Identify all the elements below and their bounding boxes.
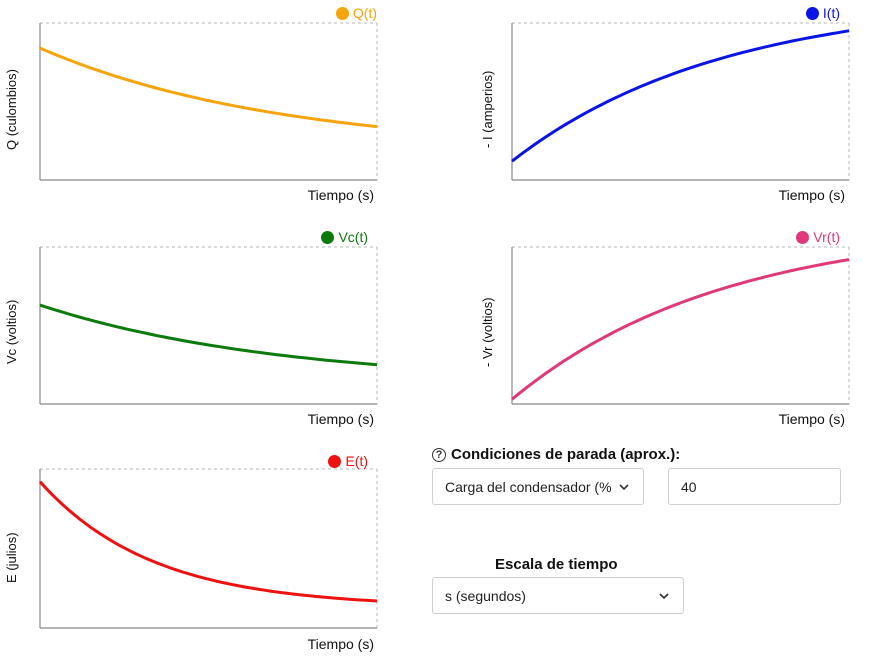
legend-q[interactable]: Q(t) (335, 5, 377, 21)
chart-vr: Vr(t) - Vr (voltios) Tiempo (s) (472, 224, 876, 439)
chart-vr-plot (511, 246, 850, 405)
legend-i-dot (805, 6, 819, 20)
stop-conditions-label: Condiciones de parada (aprox.): (451, 446, 681, 463)
legend-e-dot (328, 454, 342, 468)
series-line-i (511, 29, 850, 163)
xlabel-e: Tiempo (s) (307, 636, 374, 652)
xlabel-q: Tiempo (s) (307, 187, 374, 203)
legend-vr-label: Vr(t) (813, 229, 840, 245)
xlabel-vr: Tiempo (s) (778, 411, 845, 427)
chart-q-plot (39, 22, 378, 181)
series-line-e (38, 480, 378, 603)
ylabel-q: Q (culombios) (4, 69, 19, 150)
series-line-q (39, 46, 378, 129)
chart-i: I(t) - I (amperios) Tiempo (s) (472, 0, 876, 215)
series-line-vc (39, 303, 378, 367)
legend-e-label: E(t) (345, 453, 368, 469)
series-line-vr (511, 258, 850, 401)
xlabel-i: Tiempo (s) (778, 187, 845, 203)
legend-q-label: Q(t) (352, 5, 377, 21)
chart-e: E(t) E (julios) Tiempo (s) (0, 448, 420, 664)
chart-e-plot (38, 468, 378, 629)
stop-condition-input[interactable]: 40 (668, 468, 841, 505)
chevron-down-icon (659, 592, 669, 599)
chart-i-plot (511, 22, 850, 181)
legend-vc-dot (321, 230, 335, 244)
ylabel-e: E (julios) (4, 532, 19, 583)
ylabel-vr: - Vr (voltios) (480, 297, 495, 367)
ylabel-i: - I (amperios) (480, 70, 495, 148)
legend-vc-label: Vc(t) (338, 229, 368, 245)
legend-q-dot (335, 6, 349, 20)
time-scale-select-value: s (segundos) (445, 587, 526, 604)
stop-conditions-title: ? Condiciones de parada (aprox.): (432, 446, 680, 463)
time-scale-select[interactable]: s (segundos) (432, 577, 684, 614)
chart-vc: Vc(t) Vc (voltios) Tiempo (s) (0, 224, 420, 439)
chevron-down-icon (619, 483, 629, 490)
stop-condition-select-value: Carga del condensador (%) (445, 478, 611, 495)
chart-vc-plot (39, 246, 378, 405)
time-scale-title: Escala de tiempo (495, 556, 618, 573)
stop-condition-input-value: 40 (681, 478, 697, 495)
stop-condition-select[interactable]: Carga del condensador (%) (432, 468, 644, 505)
question-circle-icon[interactable]: ? (432, 447, 446, 462)
xlabel-vc: Tiempo (s) (307, 411, 374, 427)
legend-vr[interactable]: Vr(t) (796, 229, 840, 245)
time-scale-label: Escala de tiempo (495, 556, 618, 573)
ylabel-vc: Vc (voltios) (4, 299, 19, 364)
legend-i-label: I(t) (822, 5, 840, 21)
legend-vc[interactable]: Vc(t) (321, 229, 368, 245)
legend-i[interactable]: I(t) (805, 5, 840, 21)
legend-vr-dot (796, 230, 810, 244)
chart-q: Q(t) Q (culombios) Tiempo (s) (0, 0, 420, 215)
legend-e[interactable]: E(t) (328, 453, 368, 469)
